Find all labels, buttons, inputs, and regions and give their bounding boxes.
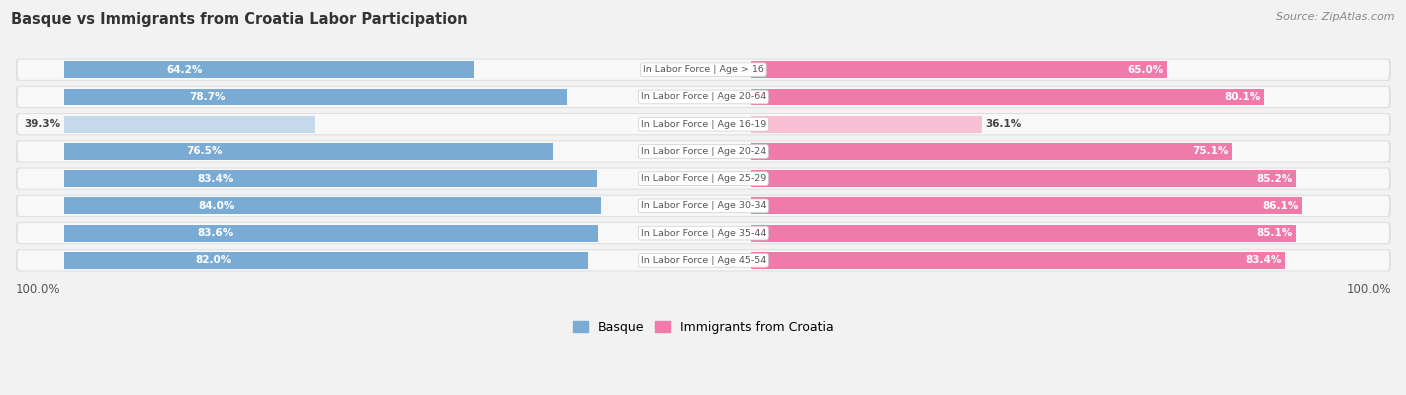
Bar (751, 170, 1296, 187)
Bar (751, 225, 1296, 241)
FancyBboxPatch shape (15, 58, 1391, 81)
Bar (63, 198, 600, 214)
FancyBboxPatch shape (15, 249, 1391, 271)
Text: In Labor Force | Age 30-34: In Labor Force | Age 30-34 (641, 201, 766, 211)
Text: In Labor Force | Age > 16: In Labor Force | Age > 16 (643, 65, 763, 74)
Text: 84.0%: 84.0% (198, 201, 235, 211)
Bar (751, 252, 1285, 269)
FancyBboxPatch shape (18, 87, 1389, 107)
Text: 39.3%: 39.3% (24, 119, 60, 129)
Text: 83.4%: 83.4% (1246, 255, 1281, 265)
Text: 64.2%: 64.2% (166, 65, 202, 75)
FancyBboxPatch shape (18, 141, 1389, 162)
Text: In Labor Force | Age 25-29: In Labor Force | Age 25-29 (641, 174, 766, 183)
Bar (751, 198, 1302, 214)
Text: 100.0%: 100.0% (1347, 283, 1391, 295)
Legend: Basque, Immigrants from Croatia: Basque, Immigrants from Croatia (568, 316, 838, 339)
Text: 65.0%: 65.0% (1128, 65, 1164, 75)
FancyBboxPatch shape (15, 140, 1391, 163)
Text: 83.6%: 83.6% (197, 228, 233, 238)
Bar (63, 88, 567, 105)
Text: In Labor Force | Age 20-24: In Labor Force | Age 20-24 (641, 147, 766, 156)
FancyBboxPatch shape (15, 195, 1391, 217)
Text: In Labor Force | Age 16-19: In Labor Force | Age 16-19 (641, 120, 766, 129)
Bar (63, 225, 599, 241)
FancyBboxPatch shape (18, 169, 1389, 189)
Bar (63, 170, 598, 187)
Text: 82.0%: 82.0% (195, 255, 231, 265)
FancyBboxPatch shape (18, 114, 1389, 134)
FancyBboxPatch shape (18, 223, 1389, 243)
Text: 36.1%: 36.1% (986, 119, 1022, 129)
Bar (63, 252, 588, 269)
Bar (751, 88, 1264, 105)
Bar (63, 116, 315, 133)
Text: 78.7%: 78.7% (190, 92, 226, 102)
Text: Basque vs Immigrants from Croatia Labor Participation: Basque vs Immigrants from Croatia Labor … (11, 12, 468, 27)
Bar (63, 61, 474, 78)
FancyBboxPatch shape (15, 113, 1391, 135)
Text: Source: ZipAtlas.com: Source: ZipAtlas.com (1277, 12, 1395, 22)
Text: 85.1%: 85.1% (1256, 228, 1292, 238)
Text: 100.0%: 100.0% (15, 283, 60, 295)
FancyBboxPatch shape (18, 196, 1389, 216)
Text: 86.1%: 86.1% (1263, 201, 1299, 211)
FancyBboxPatch shape (18, 250, 1389, 271)
Text: 75.1%: 75.1% (1192, 147, 1229, 156)
Bar (751, 143, 1232, 160)
Bar (63, 143, 553, 160)
Text: 80.1%: 80.1% (1225, 92, 1260, 102)
Text: 85.2%: 85.2% (1257, 174, 1294, 184)
Text: In Labor Force | Age 45-54: In Labor Force | Age 45-54 (641, 256, 766, 265)
Text: 76.5%: 76.5% (186, 147, 222, 156)
Text: In Labor Force | Age 35-44: In Labor Force | Age 35-44 (641, 229, 766, 238)
FancyBboxPatch shape (15, 222, 1391, 244)
Bar (751, 116, 983, 133)
FancyBboxPatch shape (18, 60, 1389, 80)
Bar (751, 61, 1167, 78)
FancyBboxPatch shape (15, 167, 1391, 190)
Text: In Labor Force | Age 20-64: In Labor Force | Age 20-64 (641, 92, 766, 102)
Text: 83.4%: 83.4% (197, 174, 233, 184)
FancyBboxPatch shape (15, 86, 1391, 108)
